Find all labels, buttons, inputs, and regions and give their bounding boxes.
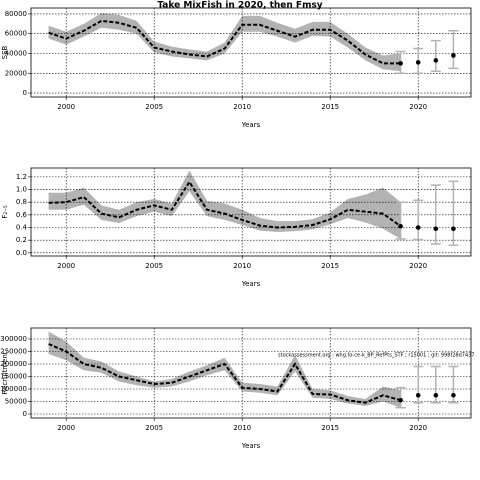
annotation: stockassessment.org : whg.fo-ce-k_BP_Ref… <box>278 353 475 359</box>
x-axis-label: Years <box>241 280 261 288</box>
y-tick-label: 40000 <box>5 49 27 57</box>
y-axis-label: SSB <box>1 45 9 59</box>
plot-frame <box>30 167 472 257</box>
forecast-point <box>433 392 439 398</box>
y-tick-label: 0 <box>23 410 27 418</box>
forecast-point <box>415 60 421 65</box>
y-tick-label: 300000 <box>0 335 27 343</box>
x-tick-label: 2005 <box>145 424 163 432</box>
y-axis-label: F₂₋₅ <box>1 205 9 219</box>
forecast-point <box>398 223 403 229</box>
estimate-line <box>48 19 401 65</box>
forecast-point <box>433 226 439 232</box>
forecast-point <box>415 225 421 230</box>
plot-area <box>31 328 471 418</box>
estimate-line <box>48 180 402 229</box>
y-tick-label: 0 <box>23 89 27 97</box>
x-tick-label: 2000 <box>57 424 75 432</box>
y-axis-label: Recruitment <box>1 351 9 394</box>
y-tick-label: 60000 <box>5 30 27 38</box>
forecast-point <box>451 226 456 232</box>
x-tick-label: 2000 <box>57 262 75 270</box>
y-tick-label: 0.6 <box>16 211 28 219</box>
forecast-point <box>451 392 456 398</box>
x-tick-label: 2010 <box>233 262 251 270</box>
y-tick-label: 0.2 <box>16 236 27 244</box>
y-tick-label: 0.8 <box>16 198 27 206</box>
x-tick-label: 2020 <box>409 424 427 432</box>
x-axis-label: Years <box>241 442 261 450</box>
forecast-point <box>433 58 439 63</box>
estimate-line <box>48 343 401 404</box>
plot-frame <box>30 327 472 419</box>
plot-area <box>31 8 471 97</box>
y-tick-label: 50000 <box>5 398 27 406</box>
y-tick-label: 0.4 <box>16 224 28 232</box>
confidence-band <box>48 170 401 239</box>
plot-area <box>31 168 471 256</box>
y-tick-label: 1.2 <box>16 173 27 181</box>
x-tick-label: 2015 <box>321 424 339 432</box>
forecast-point <box>451 53 456 58</box>
plot-frame <box>30 7 472 98</box>
x-tick-label: 2020 <box>409 262 427 270</box>
x-tick-label: 2000 <box>57 103 75 111</box>
y-tick-label: 80000 <box>5 10 27 18</box>
y-tick-label: 250000 <box>0 348 27 356</box>
forecast-point <box>398 397 403 403</box>
x-tick-label: 2015 <box>321 103 339 111</box>
forecast-point <box>398 61 403 66</box>
y-tick-label: 150000 <box>0 373 27 381</box>
forecast-point <box>415 392 421 398</box>
confidence-band <box>48 331 401 408</box>
y-tick-label: 1.0 <box>16 186 27 194</box>
x-tick-label: 2020 <box>409 103 427 111</box>
y-tick-label: 100000 <box>0 385 27 393</box>
x-tick-label: 2010 <box>233 103 251 111</box>
x-axis-label: Years <box>241 121 261 129</box>
x-tick-label: 2015 <box>321 262 339 270</box>
x-tick-label: 2005 <box>145 262 163 270</box>
y-tick-label: 20000 <box>5 69 27 77</box>
chart-title: Take MixFish in 2020, then Fmsy <box>157 1 322 11</box>
x-tick-label: 2005 <box>145 103 163 111</box>
x-tick-label: 2010 <box>233 424 251 432</box>
y-tick-label: 0.0 <box>16 249 27 257</box>
y-tick-label: 200000 <box>0 360 27 368</box>
